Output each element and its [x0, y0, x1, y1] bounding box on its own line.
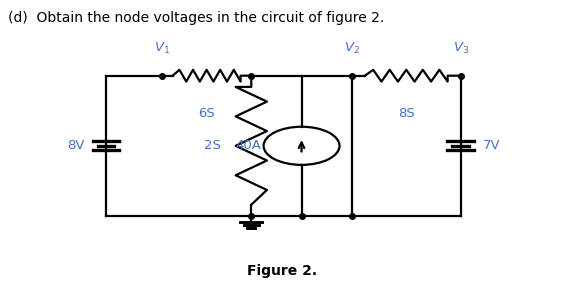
- Text: 8V: 8V: [67, 139, 84, 152]
- Text: $V_3$: $V_3$: [452, 41, 469, 56]
- Text: Figure 2.: Figure 2.: [247, 264, 317, 278]
- Text: $V_2$: $V_2$: [344, 41, 360, 56]
- Text: 2S: 2S: [204, 139, 221, 152]
- Text: 8S: 8S: [398, 107, 415, 120]
- Text: $V_1$: $V_1$: [154, 41, 170, 56]
- Text: 6S: 6S: [198, 107, 215, 120]
- Text: 40A: 40A: [236, 139, 262, 152]
- Text: (d)  Obtain the node voltages in the circuit of figure 2.: (d) Obtain the node voltages in the circ…: [8, 11, 385, 25]
- Text: 7V: 7V: [483, 139, 500, 152]
